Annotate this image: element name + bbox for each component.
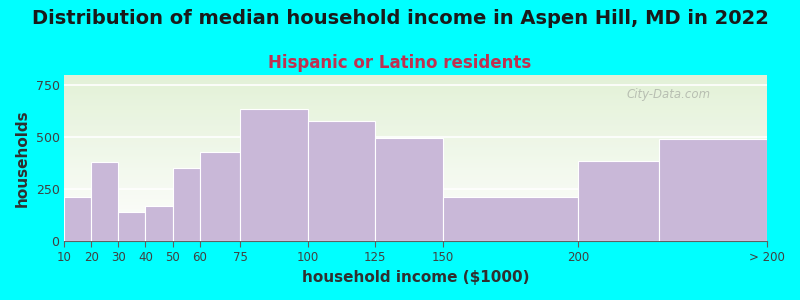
Bar [442, 197, 578, 241]
Bar [146, 206, 173, 241]
Bar [375, 138, 442, 241]
Bar [173, 168, 199, 241]
Bar [118, 212, 146, 241]
Y-axis label: households: households [15, 109, 30, 207]
Text: Hispanic or Latino residents: Hispanic or Latino residents [268, 54, 532, 72]
Bar [578, 161, 659, 241]
Bar [659, 139, 767, 241]
Text: Distribution of median household income in Aspen Hill, MD in 2022: Distribution of median household income … [31, 9, 769, 28]
Bar [65, 197, 91, 241]
Text: City-Data.com: City-Data.com [626, 88, 710, 101]
Bar [308, 121, 375, 241]
X-axis label: household income ($1000): household income ($1000) [302, 270, 530, 285]
Bar [199, 152, 240, 241]
Bar [91, 162, 118, 241]
Bar [240, 109, 308, 241]
